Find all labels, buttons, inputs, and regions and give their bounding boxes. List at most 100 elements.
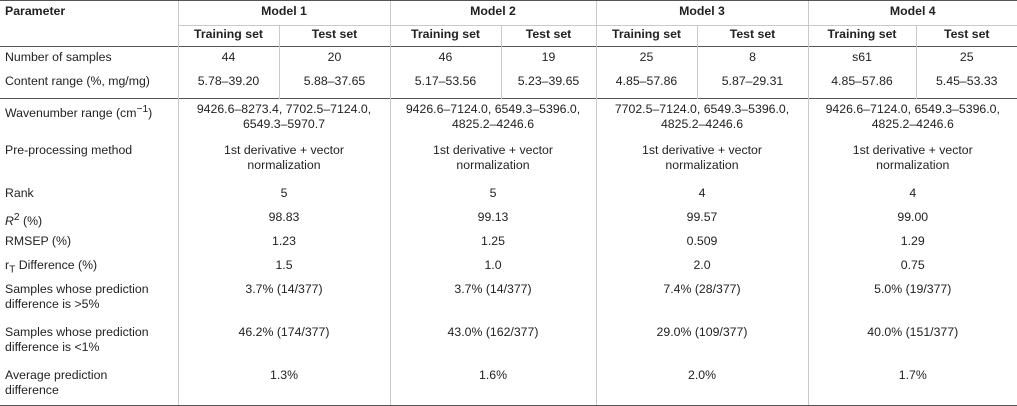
cell-value: 44 [177,46,279,71]
header-test-set: Test set [500,25,596,47]
line: 4825.2–4246.6 [871,117,954,131]
row-label: Rank [5,186,34,200]
header-test-set: Test set [915,25,1017,47]
line: 1st derivative + vector [642,143,762,157]
cell-value: 40.0% (151/377) [807,322,1017,365]
line: Samples whose prediction [5,282,149,296]
row-rmsep: RMSEP (%) 1.23 1.25 0.509 1.29 [0,231,1017,255]
cell-value: 25 [915,46,1017,71]
row-label: Wavenumber range (cm−1) [0,98,178,140]
cell-value: 99.57 [595,207,808,231]
label-superscript: −1 [136,104,149,115]
cell-value: 5.88–37.65 [278,71,390,99]
label-text: (%) [19,214,43,229]
cell-value: 5.45–53.33 [915,71,1017,99]
row-label: Samples whose prediction difference is >5… [0,279,178,322]
cell-value: 25 [595,46,697,71]
cell-value: 1.29 [807,231,1017,255]
cell-value: 1.7% [807,365,1017,406]
line: 4825.2–4246.6 [660,117,744,131]
cell-value: 4.85–57.86 [595,71,697,99]
label-superscript: 2 [13,212,20,223]
row-wavenumber-range: Wavenumber range (cm−1) 9426.6–8273.4, 7… [0,98,1017,140]
row-r2: R2 (%) 98.83 99.13 99.57 99.00 [0,207,1017,231]
header-model-2: Model 2 [389,0,596,26]
cell-value: 1.0 [389,255,596,279]
cell-value: 2.0 [595,255,808,279]
cell-value: 0.509 [595,231,808,255]
cell-value: 0.75 [807,255,1017,279]
row-content-range: Content range (%, mg/mg) 5.78–39.20 5.88… [0,71,1017,99]
cell-value: 5 [389,183,596,207]
cell-value: 5.78–39.20 [177,71,279,99]
cell-value: 4.85–57.86 [807,71,916,99]
cell-value: 99.13 [389,207,596,231]
cell-value: 1.3% [177,365,390,406]
cell-value: 46 [389,46,501,71]
cell-value: 5.0% (19/377) [807,279,1017,322]
line: Average prediction [5,368,108,382]
label-italic: R [5,214,14,229]
row-preprocessing-method: Pre-processing method 1st derivative + v… [0,140,1017,183]
header-model-4: Model 4 [807,0,1017,26]
header-model-1: Model 1 [177,0,390,26]
cell-value: 46.2% (174/377) [177,322,390,365]
row-samples-gt5: Samples whose prediction difference is >5… [0,279,1017,322]
cell-value: 1st derivative + vector normalization [389,140,596,183]
line: normalization [247,158,321,172]
header-training-set: Training set [177,25,279,47]
label-text: ) [148,106,153,121]
header-training-set: Training set [807,25,916,47]
cell-value: 19 [500,46,596,71]
header-test-set: Test set [278,25,390,47]
row-label: Content range (%, mg/mg) [5,74,150,88]
row-number-of-samples: Number of samples 44 20 46 19 25 8 s61 2… [0,46,1017,71]
row-label: Pre-processing method [5,143,133,157]
cell-value: 5.17–53.56 [389,71,501,99]
cell-value: s61 [807,46,916,71]
cell-value: 43.0% (162/377) [389,322,596,365]
line: difference is <1% [5,340,100,354]
line: 6549.3–5970.7 [242,117,326,131]
label-text: Wavenumber range (cm [5,106,137,121]
cell-value: 1.6% [389,365,596,406]
cell-value: 1st derivative + vector normalization [807,140,1017,183]
cell-value: 1st derivative + vector normalization [177,140,390,183]
cell-value: 20 [278,46,390,71]
line: difference [5,383,59,397]
line: 1st derivative + vector [224,143,344,157]
cell-value: 1.5 [177,255,390,279]
row-label: Average prediction difference [0,365,178,406]
cell-value: 99.00 [807,207,1017,231]
row-label: R2 (%) [0,207,178,231]
cell-value: 1.25 [389,231,596,255]
line: 9426.6–7124.0, 6549.3–5396.0, [405,102,581,116]
cell-value: 1.23 [177,231,390,255]
line: 1st derivative + vector [852,143,973,157]
label-text: r [5,258,10,272]
cell-value: 5.23–39.65 [500,71,596,99]
cell-value: 5 [177,183,390,207]
row-samples-lt1: Samples whose prediction difference is <1… [0,322,1017,365]
line: 1st derivative + vector [433,143,553,157]
cell-value: 4 [807,183,1017,207]
cell-value: 5.87–29.31 [696,71,808,99]
row-label: Number of samples [0,46,178,71]
cell-value: 7.4% (28/377) [595,279,808,322]
cell-value: 2.0% [595,365,808,406]
row-rank: Rank 5 5 4 4 [0,183,1017,207]
row-label: rT Difference (%) [0,255,178,279]
cell-value: 3.7% (14/377) [389,279,596,322]
line: difference is >5% [5,297,100,311]
line: normalization [456,158,530,172]
cell-value: 4 [595,183,808,207]
row-average-prediction: Average prediction difference 1.3% 1.6% 2… [0,365,1017,406]
line: 7702.5–7124.0, 6549.3–5396.0, [614,102,790,116]
header-model-3: Model 3 [595,0,808,26]
cell-value: 9426.6–7124.0, 6549.3–5396.0, 4825.2–4246… [807,98,1017,140]
line: 9426.6–7124.0, 6549.3–5396.0, [825,102,1000,116]
header-test-set: Test set [696,25,808,47]
label-text: Difference (%) [15,258,98,272]
line: normalization [876,158,950,172]
